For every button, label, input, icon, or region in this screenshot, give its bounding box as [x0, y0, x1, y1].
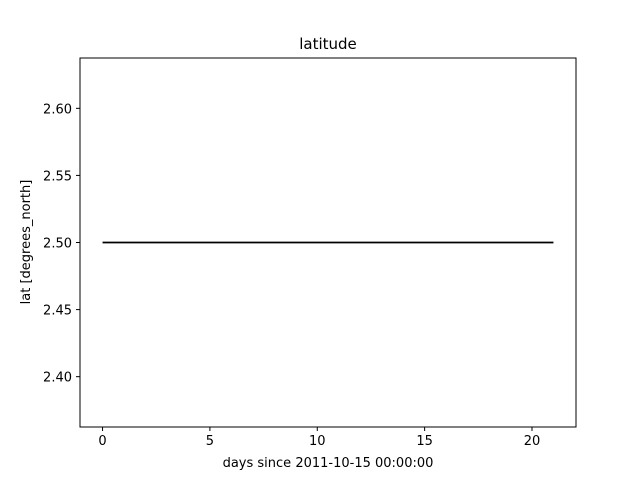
- y-axis: 2.40 2.45 2.50 2.55 2.60: [43, 102, 80, 386]
- x-tick-label: 0: [98, 434, 106, 449]
- y-tick-label: 2.55: [43, 169, 72, 184]
- x-tick-label: 10: [309, 434, 326, 449]
- y-tick-label: 2.40: [43, 371, 72, 386]
- x-axis-label: days since 2011-10-15 00:00:00: [223, 456, 434, 471]
- x-axis: 0 5 10 15 20: [98, 427, 540, 449]
- y-axis-label: lat [degrees_north]: [19, 180, 34, 305]
- y-tick-label: 2.45: [43, 304, 72, 319]
- chart-title: latitude: [299, 35, 357, 53]
- y-tick-label: 2.60: [43, 102, 72, 117]
- x-tick-label: 20: [524, 434, 541, 449]
- x-tick-label: 15: [416, 434, 433, 449]
- y-tick-label: 2.50: [43, 237, 72, 252]
- plot-frame: [79, 57, 577, 428]
- x-tick-label: 5: [206, 434, 214, 449]
